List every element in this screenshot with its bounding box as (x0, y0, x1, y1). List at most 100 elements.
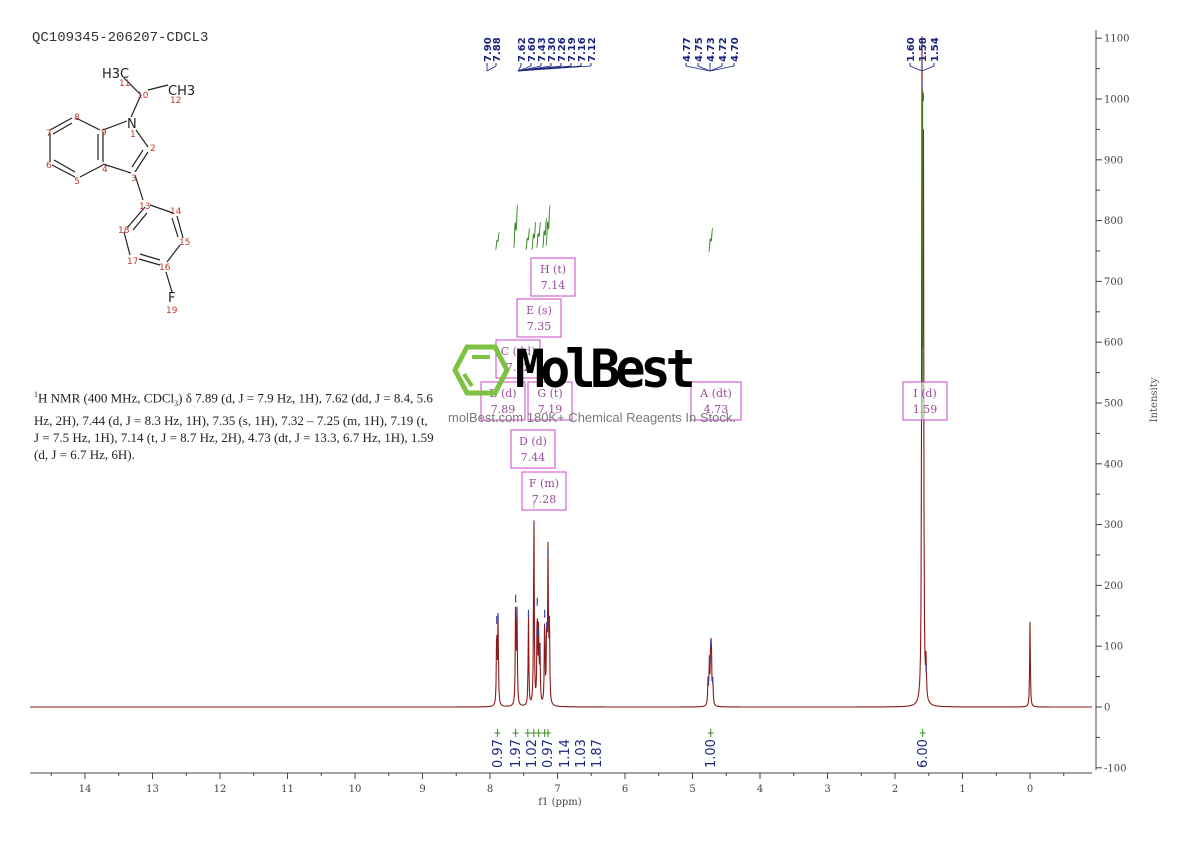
peak-label: 7.43 (537, 37, 548, 62)
chemical-structure: H3C CH3 N F 1 2 3 4 5 6 7 8 9 10 11 12 1… (46, 67, 195, 316)
svg-text:D (d): D (d) (519, 435, 547, 448)
integral-value: 1.87 (590, 739, 605, 768)
atom-numbers: 1 2 3 4 5 6 7 8 9 10 11 12 13 14 15 16 1… (46, 79, 190, 316)
x-tick-label: 5 (689, 784, 695, 795)
sample-title: QC109345-206207-CDCL3 (32, 30, 209, 46)
integral-value: 1.02 (525, 739, 540, 768)
svg-text:8: 8 (74, 113, 80, 123)
svg-text:I (d): I (d) (913, 387, 936, 400)
svg-text:11: 11 (119, 79, 130, 89)
peak-label: 4.72 (718, 37, 729, 62)
x-tick-label: 7 (554, 784, 560, 795)
x-tick-label: 4 (757, 784, 763, 795)
peak-label: 7.16 (577, 37, 588, 62)
multiplet-box-G: G (t) 7.19 (527, 381, 573, 421)
y-axis-ticks: -100 0 100 200 300 400 500 600 700 800 900 1000 1100 (1096, 34, 1129, 774)
svg-text:18: 18 (118, 226, 130, 236)
svg-text:19: 19 (166, 306, 178, 316)
y-tick-label: 600 (1104, 338, 1123, 349)
integral-value: 6.00 (916, 739, 931, 768)
integral-value: 1.14 (558, 739, 573, 768)
structure-bonds (49, 77, 184, 293)
integral-labels: 0.97 1.97 1.02 0.97 1.14 1.03 1.87 1.00 6.00 (491, 729, 931, 768)
svg-text:2: 2 (150, 144, 156, 154)
peak-label: 7.26 (557, 37, 568, 62)
integral-curve (708, 227, 714, 253)
svg-text:7.89: 7.89 (491, 403, 516, 416)
molbest-logo-icon (452, 344, 510, 396)
peak-label: 4.75 (694, 37, 705, 62)
integral-curve (545, 204, 551, 247)
integral-value: 1.03 (574, 739, 589, 768)
atom-label-h3c: H3C (102, 67, 129, 82)
x-tick-label: 11 (281, 784, 294, 795)
atom-label-f: F (168, 291, 175, 306)
multiplet-box-H: H (t) 7.14 (530, 257, 576, 297)
peak-label: 4.70 (730, 37, 741, 62)
y-tick-label: 900 (1104, 155, 1123, 166)
integral-curve (525, 227, 531, 251)
svg-text:16: 16 (159, 263, 171, 273)
y-tick-label: 300 (1104, 520, 1123, 531)
svg-text:15: 15 (179, 238, 190, 248)
svg-text:H (t): H (t) (540, 263, 566, 276)
integral-curve (494, 231, 500, 251)
svg-text:A (dt): A (dt) (699, 387, 732, 400)
peak-label: 1.58 (918, 37, 929, 62)
peak-label: 7.88 (492, 37, 503, 62)
peak-labels: 7.907.88 7.62 7.60 7.43 7.30 7.26 7.19 7.16 7.12… (483, 37, 941, 72)
peak-label: 7.90 (483, 37, 494, 62)
svg-text:9: 9 (101, 128, 107, 138)
y-tick-label: -100 (1104, 763, 1126, 774)
integral-value: 0.97 (491, 739, 506, 768)
x-tick-label: 3 (824, 784, 830, 795)
x-tick-label: 13 (146, 784, 159, 795)
svg-text:G (t): G (t) (537, 387, 562, 400)
x-tick-label: 2 (892, 784, 898, 795)
y-tick-label: 1000 (1104, 95, 1129, 106)
svg-text:3: 3 (131, 174, 137, 184)
svg-text:12: 12 (170, 96, 181, 106)
integral-curves (494, 90, 924, 420)
watermark-tagline: molBest.com 180K+ Chemical Reagents In S… (448, 410, 736, 425)
svg-text:F (m): F (m) (529, 477, 559, 490)
watermark-brand: MolBest (515, 338, 696, 400)
svg-text:5: 5 (74, 177, 80, 187)
integral-curve (531, 221, 537, 251)
peak-label: 1.54 (930, 37, 941, 62)
svg-text:17: 17 (127, 257, 138, 267)
spectrum-line (30, 36, 1092, 708)
multiplet-boxes: H (t)7.14E (s)7.35C (dd)7.62B (d)7.89G (… (480, 257, 948, 511)
multiplet-box-A: A (dt) 4.73 (690, 381, 742, 421)
x-tick-label: 8 (487, 784, 493, 795)
peak-label: 7.30 (547, 37, 558, 62)
peak-label: 7.62 (517, 37, 528, 62)
svg-text:7.35: 7.35 (527, 320, 552, 333)
x-tick-label: 0 (1027, 784, 1033, 795)
y-tick-label: 700 (1104, 277, 1123, 288)
y-tick-label: 400 (1104, 459, 1123, 470)
multiplet-box-E: E (s) 7.35 (516, 298, 562, 338)
integral-value: 0.97 (541, 739, 556, 768)
svg-text:6: 6 (46, 161, 52, 171)
svg-text:4: 4 (102, 165, 108, 175)
x-tick-label: 9 (419, 784, 425, 795)
integral-curve (542, 217, 548, 249)
atom-label-n: N (127, 117, 137, 132)
svg-text:10: 10 (137, 91, 149, 101)
integral-curve (536, 221, 542, 249)
svg-text:E (s): E (s) (526, 304, 552, 317)
multiplet-box-D: D (d) 7.44 (510, 429, 556, 469)
y-tick-label: 500 (1104, 399, 1123, 410)
svg-text:7.44: 7.44 (521, 451, 546, 464)
svg-text:14: 14 (170, 207, 182, 217)
svg-text:7.14: 7.14 (541, 279, 566, 292)
integral-value: 1.97 (509, 739, 524, 768)
svg-text:7.28: 7.28 (532, 493, 557, 506)
peak-label: 4.77 (682, 37, 693, 62)
svg-text:13: 13 (139, 202, 150, 212)
y-tick-label: 800 (1104, 216, 1123, 227)
y-tick-label: 200 (1104, 581, 1123, 592)
integral-value: 1.00 (704, 739, 719, 768)
